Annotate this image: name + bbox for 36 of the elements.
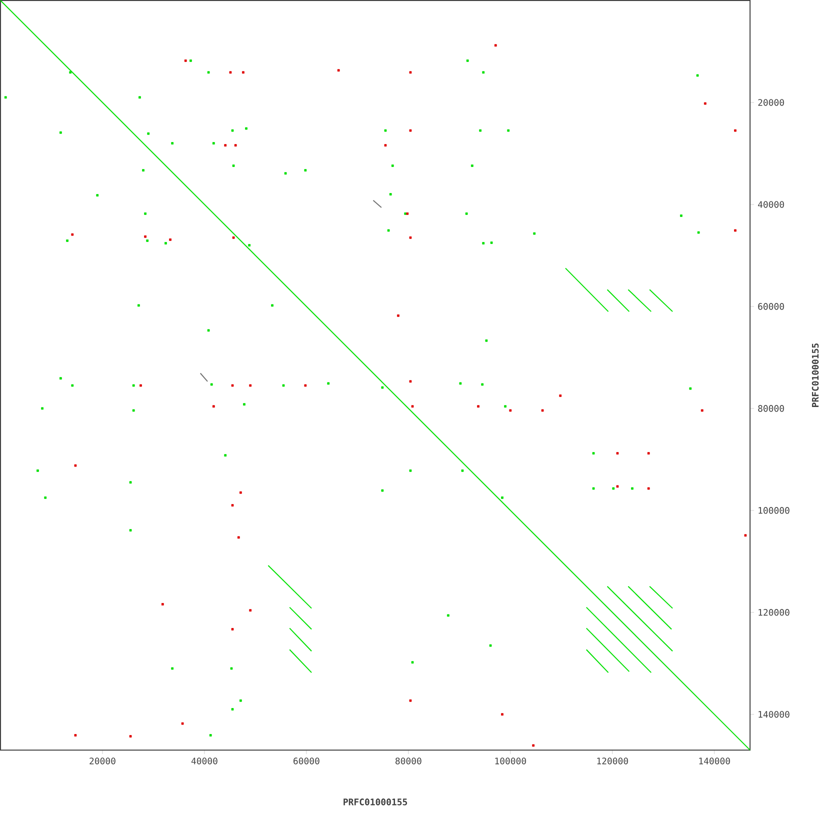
x-tick-label: 140000 [699,758,730,764]
y-axis-title: PRFC01000155 [812,344,819,407]
point [647,452,650,455]
point [509,409,512,412]
point [304,384,307,387]
point [616,485,619,488]
y-tick-label: 40000 [758,201,784,208]
point [559,394,562,397]
point [409,236,412,239]
y-tick-label: 140000 [758,710,790,718]
point [532,744,535,747]
point [409,71,412,74]
x-tick-label: 40000 [191,758,218,764]
x-tick-label: 100000 [495,758,526,764]
point [409,129,412,132]
x-tick-label: 80000 [396,758,422,764]
x-tick-label: 60000 [294,758,320,764]
x-tick-label: 120000 [597,758,628,764]
x-tick-label: 20000 [90,758,116,764]
point [144,235,147,238]
point [229,71,232,74]
y-tick-label: 60000 [758,303,784,310]
point [184,59,187,62]
y-tick-label: 80000 [758,405,784,412]
point [704,102,706,105]
point [744,534,747,537]
x-axis-title: PRFC01000155 [344,798,408,806]
y-tick-label: 120000 [758,609,790,616]
point [231,384,234,387]
point [409,699,412,702]
point [239,491,242,494]
point [74,464,77,467]
y-tick-label: 20000 [758,99,784,106]
point [616,452,619,455]
point [541,409,544,412]
y-tick-label: 100000 [758,507,790,514]
